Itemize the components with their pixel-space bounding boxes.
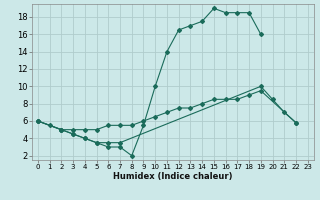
X-axis label: Humidex (Indice chaleur): Humidex (Indice chaleur) (113, 172, 233, 181)
